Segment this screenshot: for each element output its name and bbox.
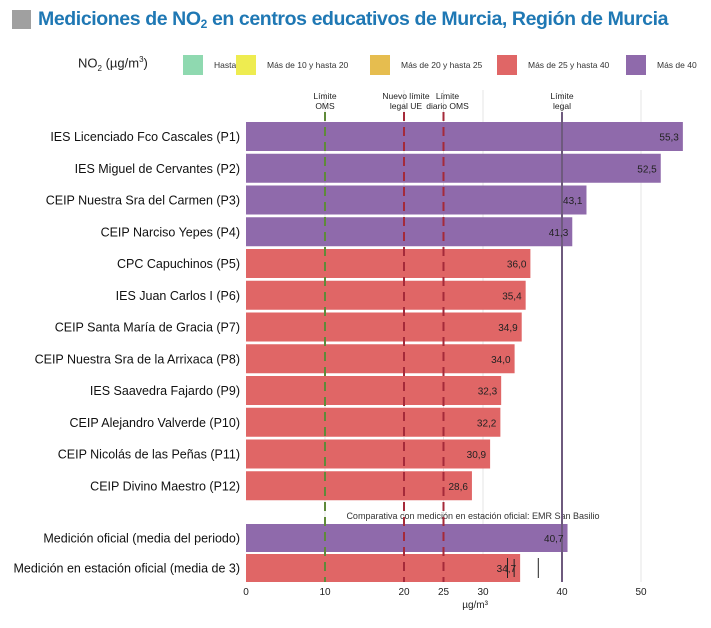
- comparison-category-label: Medición oficial (media del periodo): [43, 532, 240, 546]
- title-text: Mediciones de NO2 en centros educativos …: [38, 8, 668, 31]
- bar: [246, 185, 587, 215]
- bar: [246, 217, 573, 247]
- bar: [246, 280, 526, 310]
- category-label: CEIP Narciso Yepes (P4): [101, 225, 240, 239]
- category-label: CEIP Nicolás de las Peñas (P11): [58, 448, 240, 462]
- legend: NO2 (µg/m3) Hasta 10 Más de 10 y hasta 2…: [0, 52, 711, 76]
- value-label: 30,9: [467, 450, 487, 461]
- comparison-bar: [246, 554, 521, 582]
- x-tick-label: 50: [635, 587, 647, 598]
- x-tick-label: 25: [438, 587, 450, 598]
- value-label: 32,2: [477, 418, 497, 429]
- reference-label: legal UE: [390, 101, 422, 111]
- reference-label: OMS: [315, 101, 335, 111]
- category-label: CEIP Alejandro Valverde (P10): [70, 416, 240, 430]
- title-prefix: Mediciones de NO: [38, 8, 201, 30]
- legend-item-10-20: Más de 10 y hasta 20: [236, 55, 348, 75]
- category-label: IES Miguel de Cervantes (P2): [75, 162, 240, 176]
- legend-item-label: Más de 20 y hasta 25: [401, 60, 483, 70]
- bar: [246, 344, 515, 374]
- comparison-value-label: 34,7: [497, 564, 517, 575]
- category-label: IES Saavedra Fajardo (P9): [90, 384, 240, 398]
- x-tick-label: 20: [398, 587, 410, 598]
- x-tick-label: 40: [556, 587, 568, 598]
- legend-item-mas-40: Más de 40: [626, 55, 697, 75]
- comparison-note: Comparativa con medición en estación ofi…: [346, 511, 599, 521]
- reference-label: diario OMS: [426, 101, 469, 111]
- title-sub: 2: [200, 17, 208, 31]
- comparison-value-label: 40,7: [544, 534, 564, 545]
- bar: [246, 407, 501, 437]
- x-tick-label: 30: [477, 587, 489, 598]
- reference-label: Nuevo límite: [382, 91, 430, 101]
- title-suffix: en centros educativos de Murcia, Región …: [206, 8, 669, 30]
- legend-item-label: Más de 40: [657, 60, 697, 70]
- value-label: 43,1: [563, 196, 583, 207]
- comparison-bar: [246, 524, 568, 552]
- bar: [246, 376, 502, 405]
- category-label: CEIP Santa María de Gracia (P7): [55, 321, 240, 335]
- x-tick-label: 10: [319, 587, 331, 598]
- reference-label: legal: [553, 101, 571, 111]
- legend-item-20-25: Más de 20 y hasta 25: [370, 55, 482, 75]
- bar: [246, 249, 531, 278]
- legend-title-sup: 3: [139, 55, 144, 64]
- bar: [246, 439, 491, 469]
- category-label: CPC Capuchinos (P5): [117, 257, 240, 271]
- reference-label: Límite: [550, 91, 573, 101]
- value-label: 52,5: [637, 164, 657, 175]
- bar: [246, 471, 472, 501]
- value-label: 28,6: [448, 482, 468, 493]
- x-tick-label: 0: [243, 587, 249, 598]
- value-label: 34,0: [491, 355, 511, 366]
- comparison-category-label: Medición en estación oficial (media de 3…: [13, 562, 240, 576]
- legend-title-suffix: ): [143, 55, 148, 71]
- category-label: CEIP Nuestra Sra de la Arrixaca (P8): [35, 352, 240, 366]
- legend-item-label: Más de 10 y hasta 20: [267, 60, 349, 70]
- bar: [246, 312, 522, 342]
- legend-item-label: Más de 25 y hasta 40: [528, 60, 610, 70]
- value-label: 41,3: [549, 228, 569, 239]
- legend-item-hasta-10: Hasta 10: [183, 55, 248, 75]
- category-label: CEIP Divino Maestro (P12): [90, 479, 240, 493]
- bar: [246, 122, 683, 151]
- legend-swatch: [183, 55, 203, 75]
- value-label: 34,9: [498, 323, 518, 334]
- chart-title: Mediciones de NO2 en centros educativos …: [12, 8, 668, 31]
- x-axis-label: µg/m³: [462, 600, 488, 611]
- category-label: CEIP Nuestra Sra del Carmen (P3): [46, 194, 240, 208]
- legend-swatch: [370, 55, 390, 75]
- legend-title: NO2 (µg/m3): [78, 55, 148, 73]
- category-label: IES Licenciado Fco Cascales (P1): [50, 130, 240, 144]
- title-marker: [12, 10, 31, 29]
- value-label: 36,0: [507, 260, 527, 271]
- legend-title-sub: 2: [97, 63, 102, 73]
- value-label: 35,4: [502, 291, 522, 302]
- reference-label: Límite: [436, 91, 459, 101]
- legend-title-mid: (µg/m: [101, 55, 140, 71]
- legend-item-label: Hasta 10: [214, 60, 249, 70]
- legend-item-25-40: Más de 25 y hasta 40: [497, 55, 609, 75]
- category-label: IES Juan Carlos I (P6): [116, 289, 240, 303]
- reference-label: Límite: [313, 91, 336, 101]
- legend-swatch: [497, 55, 517, 75]
- value-label: 55,3: [659, 133, 679, 144]
- legend-swatch: [626, 55, 646, 75]
- legend-swatch: [236, 55, 256, 75]
- bar: [246, 153, 661, 183]
- value-label: 32,3: [478, 387, 498, 398]
- legend-title-prefix: NO: [78, 55, 98, 71]
